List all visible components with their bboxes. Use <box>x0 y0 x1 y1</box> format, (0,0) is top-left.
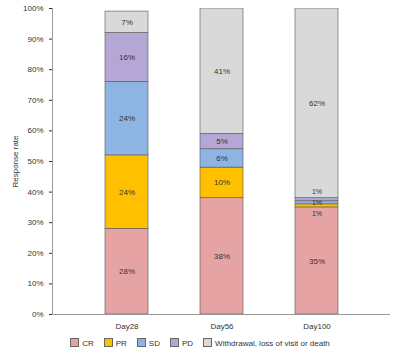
svg-text:24%: 24% <box>119 114 135 123</box>
svg-text:1%: 1% <box>312 199 322 206</box>
html-text:PD: PD <box>182 339 194 348</box>
svg-text:100%: 100% <box>23 4 43 13</box>
svg-text:90%: 90% <box>27 35 43 44</box>
svg-text:Day56: Day56 <box>210 322 234 331</box>
html-text:PR: PR <box>115 339 127 348</box>
svg-text:70%: 70% <box>27 96 43 105</box>
html-text:Withdrawal, loss of visit or d: Withdrawal, loss of visit or death <box>215 339 330 348</box>
svg-text:16%: 16% <box>119 53 135 62</box>
svg-text:10%: 10% <box>214 178 230 187</box>
svg-text:Response rate: Response rate <box>11 135 20 188</box>
html-text:CR: CR <box>82 339 94 348</box>
svg-text:10%: 10% <box>27 279 43 288</box>
svg-text:50%: 50% <box>27 157 43 166</box>
svg-text:30%: 30% <box>27 218 43 227</box>
svg-text:0%: 0% <box>32 310 44 319</box>
svg-text:28%: 28% <box>119 267 135 276</box>
svg-text:62%: 62% <box>309 99 325 108</box>
svg-text:35%: 35% <box>309 257 325 266</box>
svg-text:41%: 41% <box>214 67 230 76</box>
html-text:SD: SD <box>148 339 160 348</box>
svg-text:40%: 40% <box>27 188 43 197</box>
svg-text:Day100: Day100 <box>303 322 331 331</box>
svg-text:5%: 5% <box>216 137 228 146</box>
svg-text:24%: 24% <box>119 188 135 197</box>
svg-text:38%: 38% <box>214 252 230 261</box>
svg-text:80%: 80% <box>27 65 43 74</box>
svg-text:20%: 20% <box>27 249 43 258</box>
svg-text:6%: 6% <box>216 154 228 163</box>
svg-text:Day28: Day28 <box>115 322 139 331</box>
svg-text:1%: 1% <box>312 210 322 217</box>
svg-text:60%: 60% <box>27 126 43 135</box>
svg-text:1%: 1% <box>312 188 322 195</box>
svg-text:7%: 7% <box>121 18 133 27</box>
